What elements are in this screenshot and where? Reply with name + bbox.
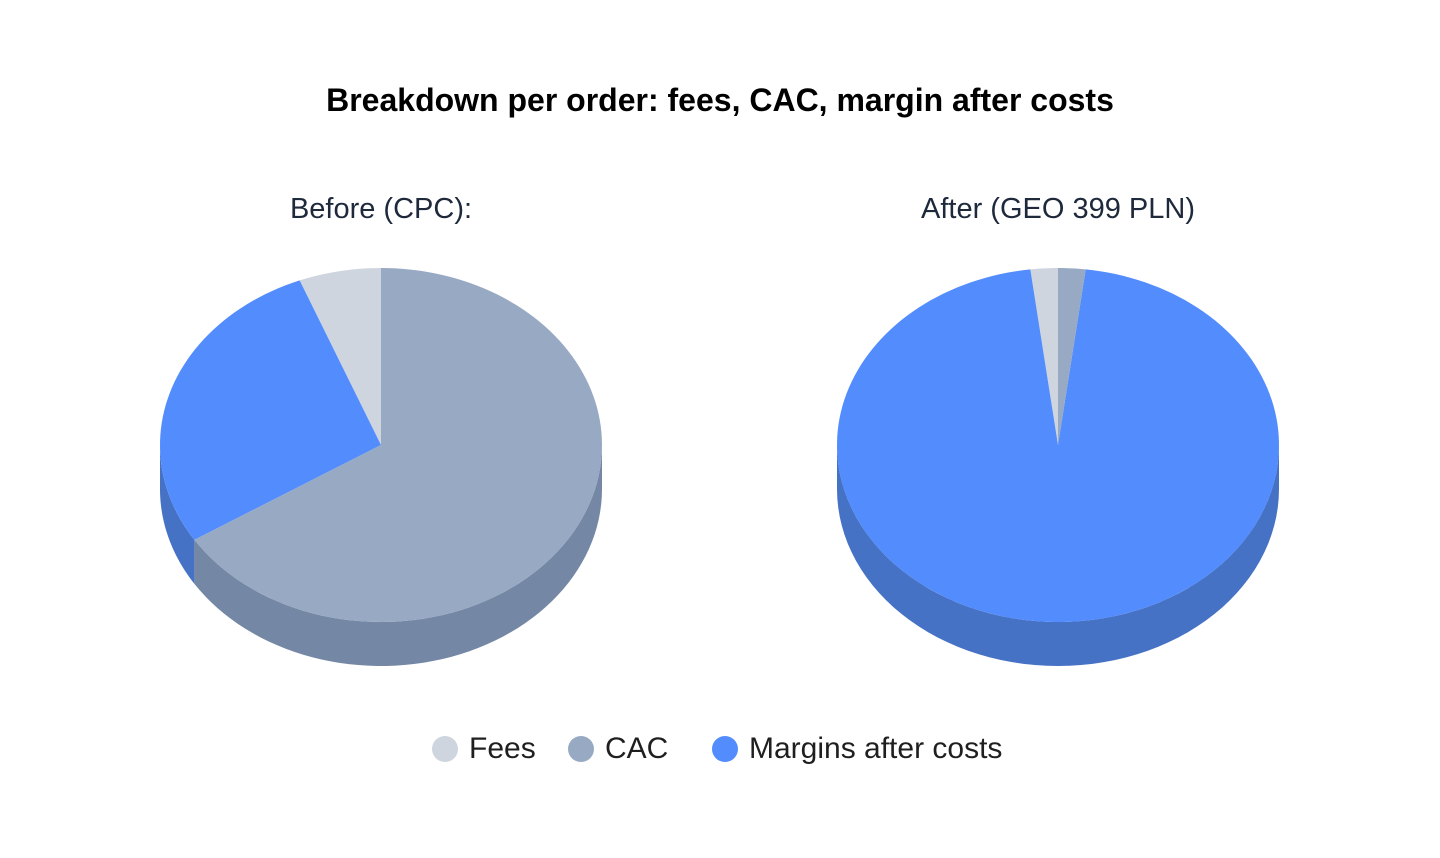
pie-slice-fees[interactable]: [299, 268, 381, 445]
legend-item-cac[interactable]: CAC: [568, 728, 668, 770]
pie-subtitle-after: After (GEO 399 PLN): [921, 193, 1195, 225]
legend-label-fees: Fees: [469, 732, 536, 765]
pie-slice-margins-after-costs[interactable]: [160, 280, 381, 540]
pie-side-cac: [194, 445, 602, 666]
pie-side-margins-after-costs: [160, 445, 195, 584]
pie-slice-margins-after-costs[interactable]: [837, 269, 1279, 622]
chart-title: Breakdown per order: fees, CAC, margin a…: [326, 82, 1114, 118]
pie-chart-after: [837, 268, 1279, 666]
legend-dot-margins: [712, 736, 738, 762]
pie-chart-before: [160, 268, 602, 666]
pie-side-margins-after-costs: [837, 445, 1279, 666]
pie-slice-cac[interactable]: [1058, 268, 1086, 445]
legend-label-cac: CAC: [605, 732, 669, 765]
pie-subtitle-before: Before (CPC):: [289, 193, 473, 225]
legend-label-margins: Margins after costs: [749, 732, 1003, 765]
chart-legend: Fees CAC Margins after costs: [0, 728, 1440, 770]
legend-item-fees[interactable]: Fees: [432, 728, 536, 770]
legend-item-margins[interactable]: Margins after costs: [712, 728, 1002, 770]
legend-dot-cac: [568, 736, 594, 762]
legend-dot-fees: [432, 736, 458, 762]
pie-slice-fees[interactable]: [1030, 268, 1058, 445]
pie-slice-cac[interactable]: [194, 268, 602, 622]
